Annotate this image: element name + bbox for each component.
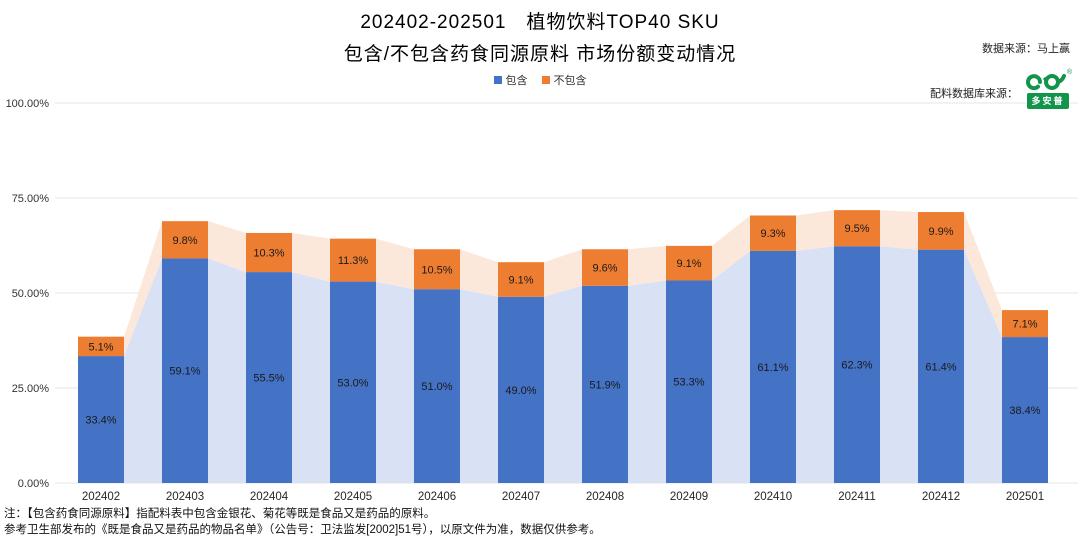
- bar-include-202406: [414, 289, 460, 483]
- bar-include-202408: [582, 285, 628, 483]
- bar-label-exclude-202410: 9.3%: [760, 228, 785, 240]
- bar-label-include-202408: 51.9%: [589, 379, 620, 391]
- bar-label-include-202403: 59.1%: [169, 366, 200, 378]
- bar-exclude-202408: [582, 249, 628, 286]
- xtick-label-202407: 202407: [502, 491, 540, 503]
- bar-label-exclude-202501: 7.1%: [1012, 319, 1037, 331]
- chart-title-line1: 202402-202501 植物饮料TOP40 SKU: [360, 12, 720, 33]
- bar-exclude-202406: [414, 249, 460, 290]
- bar-include-202409: [666, 280, 712, 483]
- bar-exclude-202405: [330, 238, 376, 282]
- bar-include-202410: [750, 250, 796, 483]
- bar-include-202403: [162, 258, 208, 483]
- bar-label-include-202412: 61.4%: [925, 361, 956, 373]
- xtick-label-202501: 202501: [1006, 491, 1044, 503]
- bar-label-exclude-202411: 9.5%: [844, 223, 869, 235]
- bar-include-202407: [498, 296, 544, 483]
- xtick-label-202403: 202403: [166, 491, 204, 503]
- ingredient-source-row: 配料数据库来源： ® 多安普: [930, 69, 1072, 109]
- legend-swatch-icon: [493, 76, 502, 84]
- logo-text: 多安普: [1027, 93, 1069, 109]
- xtick-label-202410: 202410: [754, 491, 792, 503]
- bar-exclude-202412: [918, 212, 964, 250]
- bar-exclude-202411: [834, 210, 880, 247]
- legend-label: 包含: [505, 75, 528, 87]
- bar-label-exclude-202412: 9.9%: [928, 226, 953, 238]
- bar-label-include-202402: 33.4%: [85, 415, 116, 427]
- chart-legend: 包含 不包含: [0, 72, 1080, 88]
- bar-include-202404: [246, 272, 292, 483]
- xtick-label-202409: 202409: [670, 491, 708, 503]
- ytick-label-100: 100.00%: [6, 98, 50, 110]
- bar-label-include-202411: 62.3%: [841, 360, 872, 372]
- bar-label-exclude-202407: 9.1%: [508, 275, 533, 287]
- bar-include-202501: [1002, 337, 1048, 483]
- bar-label-exclude-202405: 11.3%: [338, 255, 369, 267]
- legend-item-exclude[interactable]: 不包含: [541, 72, 587, 88]
- bar-include-202405: [330, 281, 376, 483]
- ytick-label-75: 75.00%: [12, 193, 50, 205]
- chart-title-line2: 包含/不包含药食同源原料 市场份额变动情况: [343, 44, 737, 65]
- footnote-2: 参考卫生部发布的《既是食品又是药品的物品名单》（公告号：卫法监发[2002]51…: [4, 524, 601, 536]
- bar-exclude-202404: [246, 232, 292, 273]
- xtick-label-202405: 202405: [334, 491, 372, 503]
- bar-exclude-202402: [78, 336, 124, 357]
- area-exclude: [78, 210, 1048, 357]
- ingredient-source-label: 配料数据库来源：: [930, 88, 1018, 100]
- bar-exclude-202407: [498, 262, 544, 297]
- data-source-note: 数据来源：马上赢: [982, 43, 1070, 55]
- bar-label-exclude-202408: 9.6%: [592, 263, 617, 275]
- ytick-label-25: 25.00%: [12, 383, 50, 395]
- xtick-label-202411: 202411: [838, 491, 876, 503]
- legend-item-include[interactable]: 包含: [493, 72, 528, 88]
- xtick-label-202406: 202406: [418, 491, 456, 503]
- ytick-label-50: 50.00%: [12, 288, 50, 300]
- bar-include-202411: [834, 246, 880, 483]
- bar-label-include-202410: 61.1%: [757, 362, 788, 374]
- area-include: [78, 246, 1048, 483]
- logo-loops-icon: [1026, 74, 1066, 91]
- bar-exclude-202501: [1002, 310, 1048, 338]
- bar-label-include-202501: 38.4%: [1009, 405, 1040, 417]
- bar-exclude-202409: [666, 245, 712, 281]
- legend-swatch-icon: [541, 76, 550, 84]
- duoanpu-logo: ® 多安普: [1026, 69, 1072, 109]
- bar-label-include-202405: 53.0%: [337, 377, 368, 389]
- footnote-1: 注：【包含药食同源原料】指配料表中包含金银花、菊花等既是食品又是药品的原料。: [4, 508, 436, 520]
- bar-label-exclude-202406: 10.5%: [421, 264, 452, 276]
- bar-include-202412: [918, 249, 964, 483]
- footnotes: 注：【包含药食同源原料】指配料表中包含金银花、菊花等既是食品又是药品的原料。 参…: [4, 506, 601, 538]
- xtick-label-202408: 202408: [586, 491, 624, 503]
- bar-label-exclude-202409: 9.1%: [676, 258, 701, 270]
- bar-label-include-202409: 53.3%: [673, 377, 704, 389]
- ytick-label-0: 0.00%: [18, 478, 49, 490]
- xtick-label-202404: 202404: [250, 491, 289, 503]
- bar-label-exclude-202402: 5.1%: [88, 341, 113, 353]
- bar-label-exclude-202403: 9.8%: [172, 235, 197, 247]
- registered-mark: ®: [1066, 69, 1072, 76]
- xtick-label-202412: 202412: [922, 491, 960, 503]
- legend-label: 不包含: [553, 75, 587, 87]
- xtick-label-202402: 202402: [82, 491, 120, 503]
- chart-title: 202402-202501 植物饮料TOP40 SKU 包含/不包含药食同源原料…: [0, 7, 1080, 66]
- bar-label-include-202404: 55.5%: [253, 373, 284, 385]
- duoanpu-logo-mark: ®: [1026, 69, 1072, 92]
- bar-label-exclude-202404: 10.3%: [253, 248, 284, 260]
- bar-exclude-202403: [162, 221, 208, 259]
- bar-label-include-202407: 49.0%: [505, 385, 536, 397]
- bar-include-202402: [78, 356, 124, 483]
- bar-label-include-202406: 51.0%: [421, 381, 452, 393]
- bar-exclude-202410: [750, 215, 796, 251]
